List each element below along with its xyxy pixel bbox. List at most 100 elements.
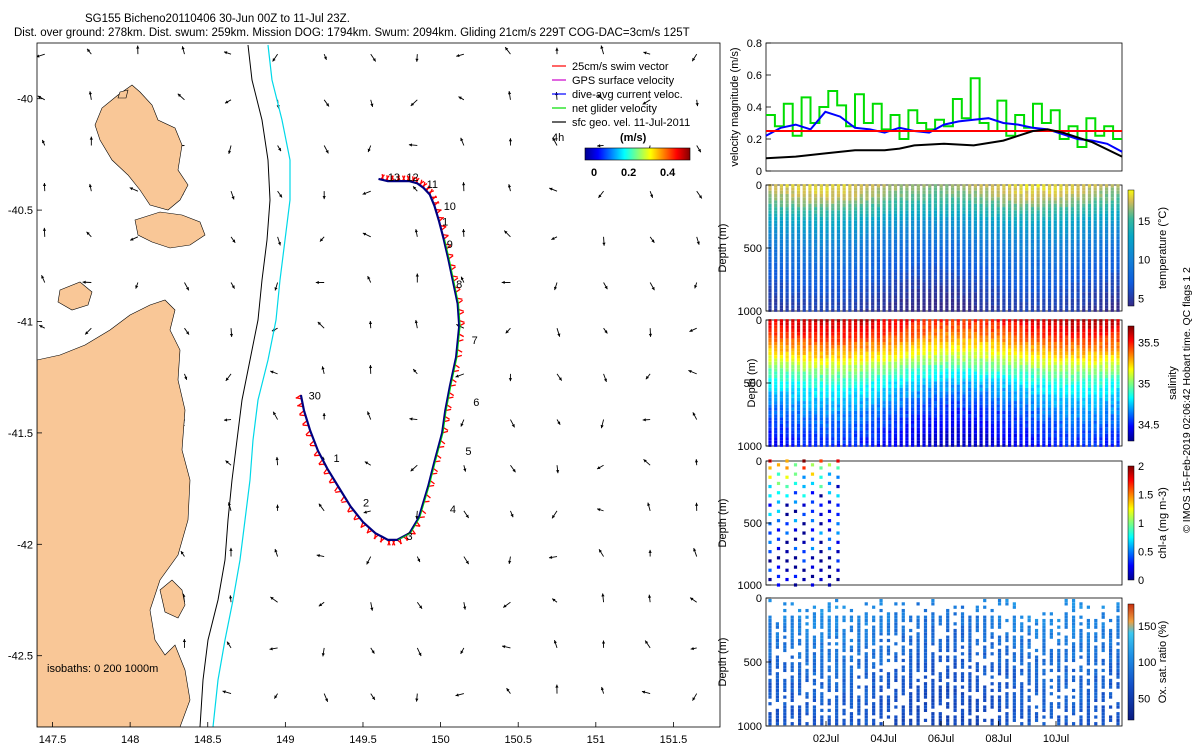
section-sample [1042, 295, 1046, 299]
section-sample [922, 407, 926, 411]
section-sample [774, 266, 778, 270]
section-sample [1065, 348, 1069, 352]
section-sample [859, 184, 863, 188]
section-sample [1065, 207, 1069, 211]
section-sample [1053, 319, 1057, 323]
section-sample [979, 335, 983, 339]
section-sample [933, 226, 938, 230]
section-sample [922, 427, 926, 431]
section-sample [996, 184, 1000, 188]
section-sample [796, 249, 801, 253]
section-sample [819, 348, 823, 352]
velocity-arrow [501, 280, 511, 285]
section-sample [1042, 325, 1046, 329]
section-sample [785, 420, 789, 424]
section-sample [905, 285, 909, 289]
section-sample [859, 387, 863, 392]
section-sample [779, 332, 784, 336]
section-sample [911, 381, 915, 385]
section-sample [842, 279, 846, 283]
section-sample [796, 216, 801, 221]
section-sample [1042, 361, 1046, 365]
section-sample [985, 325, 989, 329]
velocity-arrow [42, 182, 47, 192]
velocity-arrow [89, 136, 93, 146]
section-sample [945, 394, 949, 398]
section-sample [853, 358, 858, 362]
section-sample [791, 378, 795, 382]
section-sample [990, 285, 995, 289]
section-sample [939, 348, 943, 352]
section-sample [1047, 193, 1052, 198]
section-sample [1025, 355, 1029, 359]
section-sample [888, 262, 892, 266]
section-sample [768, 256, 772, 260]
section-sample [928, 371, 932, 375]
section-sample [996, 236, 1000, 240]
section-sample [853, 187, 858, 191]
section-sample [779, 252, 784, 257]
section-sample [933, 319, 938, 323]
section-sample [779, 298, 784, 303]
section-sample [973, 285, 977, 289]
section-sample [871, 319, 875, 323]
section-sample [1047, 371, 1052, 375]
section-sample [1008, 279, 1012, 283]
section-sample [865, 279, 869, 283]
section-sample [774, 295, 778, 299]
section-sample [865, 233, 869, 237]
section-sample [865, 407, 869, 411]
section-sample [774, 397, 778, 401]
section-sample [1104, 275, 1109, 280]
section-sample [933, 259, 938, 263]
section-sample [882, 292, 886, 296]
section-sample [1030, 285, 1035, 289]
section-sample [945, 319, 949, 323]
section-sample [1104, 269, 1109, 273]
section-sample [916, 298, 920, 303]
velocity-arrow [602, 236, 606, 246]
section-sample [933, 203, 938, 208]
section-sample [916, 243, 920, 247]
section-sample [1059, 256, 1063, 260]
section-sample [859, 397, 863, 401]
section-sample [802, 203, 806, 208]
section-sample [968, 262, 972, 266]
section-sample [1059, 328, 1063, 333]
section-sample [928, 348, 932, 352]
section-sample [1104, 213, 1109, 217]
section-sample [802, 328, 806, 333]
section-sample [865, 216, 869, 221]
section-sample [985, 407, 989, 411]
section-sample [831, 361, 835, 365]
section-sample [842, 391, 846, 395]
section-sample [1053, 328, 1057, 333]
section-sample [1110, 187, 1114, 191]
section-sample [933, 223, 938, 227]
section-sample [819, 246, 823, 250]
section-sample [819, 266, 823, 270]
section-sample [1099, 223, 1103, 227]
section-sample [1013, 371, 1017, 375]
section-sample [774, 430, 778, 434]
section-sample [962, 414, 966, 418]
section-sample [945, 322, 949, 326]
section-sample [1059, 361, 1063, 365]
section-sample [1070, 338, 1074, 343]
section-sample [842, 275, 846, 280]
section-sample [899, 282, 903, 286]
section-sample [1065, 266, 1069, 270]
section-sample [928, 272, 932, 276]
section-sample [1059, 226, 1063, 230]
velocity-arrow [695, 99, 699, 107]
section-sample [916, 355, 920, 359]
section-sample [1070, 259, 1074, 263]
section-sample [1076, 328, 1080, 333]
section-sample [950, 404, 955, 408]
section-sample [1002, 391, 1006, 395]
section-sample [956, 308, 960, 312]
section-sample [779, 368, 784, 372]
section-sample [996, 187, 1000, 191]
section-sample [1002, 187, 1006, 191]
section-sample [945, 345, 949, 349]
